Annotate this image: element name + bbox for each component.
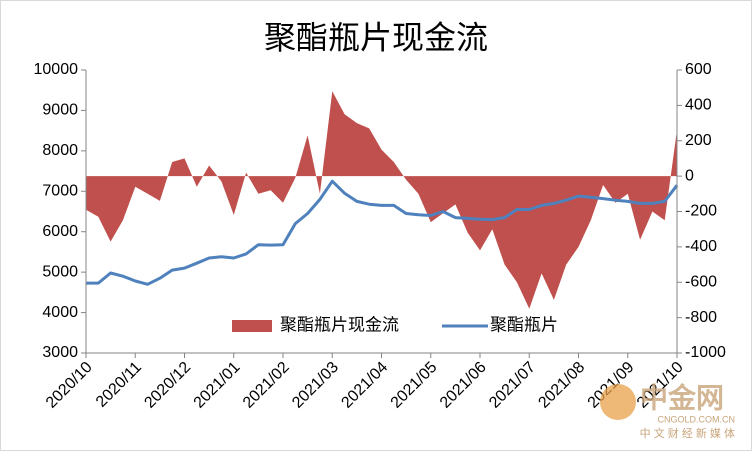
y-tick-label: 7000 <box>42 183 78 200</box>
y2-tick-label: 600 <box>685 61 712 78</box>
watermark-brand: 中金网 <box>640 381 724 413</box>
y2-tick-label: 400 <box>685 97 712 114</box>
watermark-logo <box>600 384 636 420</box>
y-tick-label: 8000 <box>42 142 78 159</box>
area <box>86 91 677 309</box>
watermark-tagline: 中 文 财 经 新 媒 体 <box>640 426 735 440</box>
y-tick-label: 3000 <box>42 344 78 361</box>
y-tick-label: 10000 <box>34 61 79 78</box>
y2-tick-label: -200 <box>685 203 717 220</box>
y-tick-label: 9000 <box>42 102 78 119</box>
watermark-site: CNGOLD.COM.CN <box>657 414 735 424</box>
line <box>86 179 679 286</box>
legend-swatch <box>232 320 272 332</box>
y-tick-label: 4000 <box>42 304 78 321</box>
chart-title: 聚酯瓶片现金流 <box>264 19 488 55</box>
y-tick-label: 5000 <box>42 263 78 280</box>
legend-label: 聚酯瓶片现金流 <box>280 315 399 334</box>
y-tick-label: 6000 <box>42 223 78 240</box>
y2-tick-label: -600 <box>685 273 717 290</box>
y2-tick-label: -1000 <box>685 344 726 361</box>
legend-label: 聚酯瓶片 <box>490 315 558 334</box>
y2-tick-label: -400 <box>685 238 717 255</box>
y2-tick-label: 200 <box>685 132 712 149</box>
y2-tick-label: 0 <box>685 167 694 184</box>
y2-tick-label: -800 <box>685 309 717 326</box>
